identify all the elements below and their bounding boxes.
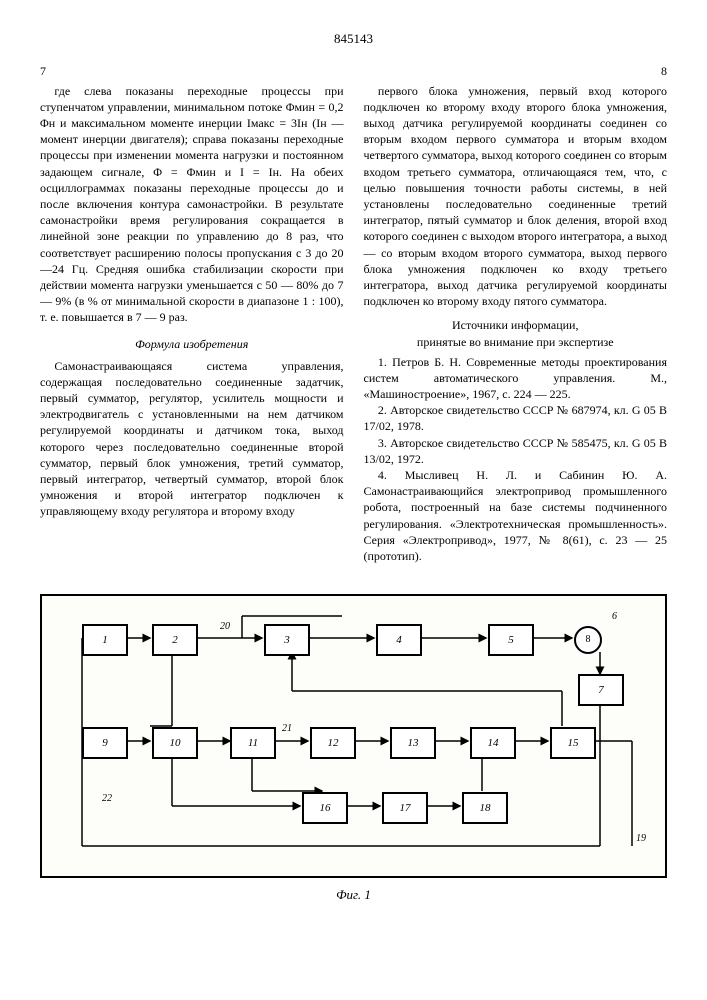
- block-12: 12: [310, 727, 356, 759]
- block-2: 2: [152, 624, 198, 656]
- block-4: 4: [376, 624, 422, 656]
- block-9: 9: [82, 727, 128, 759]
- figure-label: Фиг. 1: [40, 886, 667, 904]
- block-15: 15: [550, 727, 596, 759]
- block-diagram: 1 2 3 4 5 8 6 7 9 10 11 12 13 14 15 16 1…: [40, 594, 667, 878]
- motor-icon: 8: [574, 626, 602, 654]
- block-11: 11: [230, 727, 276, 759]
- block-13: 13: [390, 727, 436, 759]
- block-18: 18: [462, 792, 508, 824]
- text-columns: 7 где слева показаны переходные процессы…: [40, 63, 667, 565]
- label-19: 19: [636, 832, 646, 846]
- block-7: 7: [578, 674, 624, 706]
- label-6: 6: [612, 610, 617, 624]
- ref-1: 1. Петров Б. Н. Современные методы проек…: [364, 354, 668, 403]
- page-num-left: 7: [40, 63, 46, 79]
- col1-para2: Самонастраивающаяся система управления, …: [40, 358, 344, 520]
- page-num-right: 8: [661, 63, 667, 79]
- block-17: 17: [382, 792, 428, 824]
- refs-title: Источники информации, принятые во вниман…: [364, 317, 668, 349]
- label-20: 20: [220, 620, 230, 634]
- block-16: 16: [302, 792, 348, 824]
- patent-number: 845143: [40, 30, 667, 48]
- block-5: 5: [488, 624, 534, 656]
- label-21: 21: [282, 722, 292, 736]
- col2-para1: первого блока умножения, первый вход кот…: [364, 83, 668, 310]
- formula-title: Формула изобретения: [40, 336, 344, 352]
- col1-para1: где слева показаны переходные процессы п…: [40, 83, 344, 326]
- left-column: 7 где слева показаны переходные процессы…: [40, 63, 344, 565]
- right-column: 8 первого блока умножения, первый вход к…: [364, 63, 668, 565]
- block-10: 10: [152, 727, 198, 759]
- block-14: 14: [470, 727, 516, 759]
- block-1: 1: [82, 624, 128, 656]
- ref-2: 2. Авторское свидетельство СССР № 687974…: [364, 402, 668, 434]
- ref-4: 4. Мысливец Н. Л. и Сабинин Ю. А. Самона…: [364, 467, 668, 564]
- label-22: 22: [102, 792, 112, 806]
- block-3: 3: [264, 624, 310, 656]
- ref-3: 3. Авторское свидетельство СССР № 585475…: [364, 435, 668, 467]
